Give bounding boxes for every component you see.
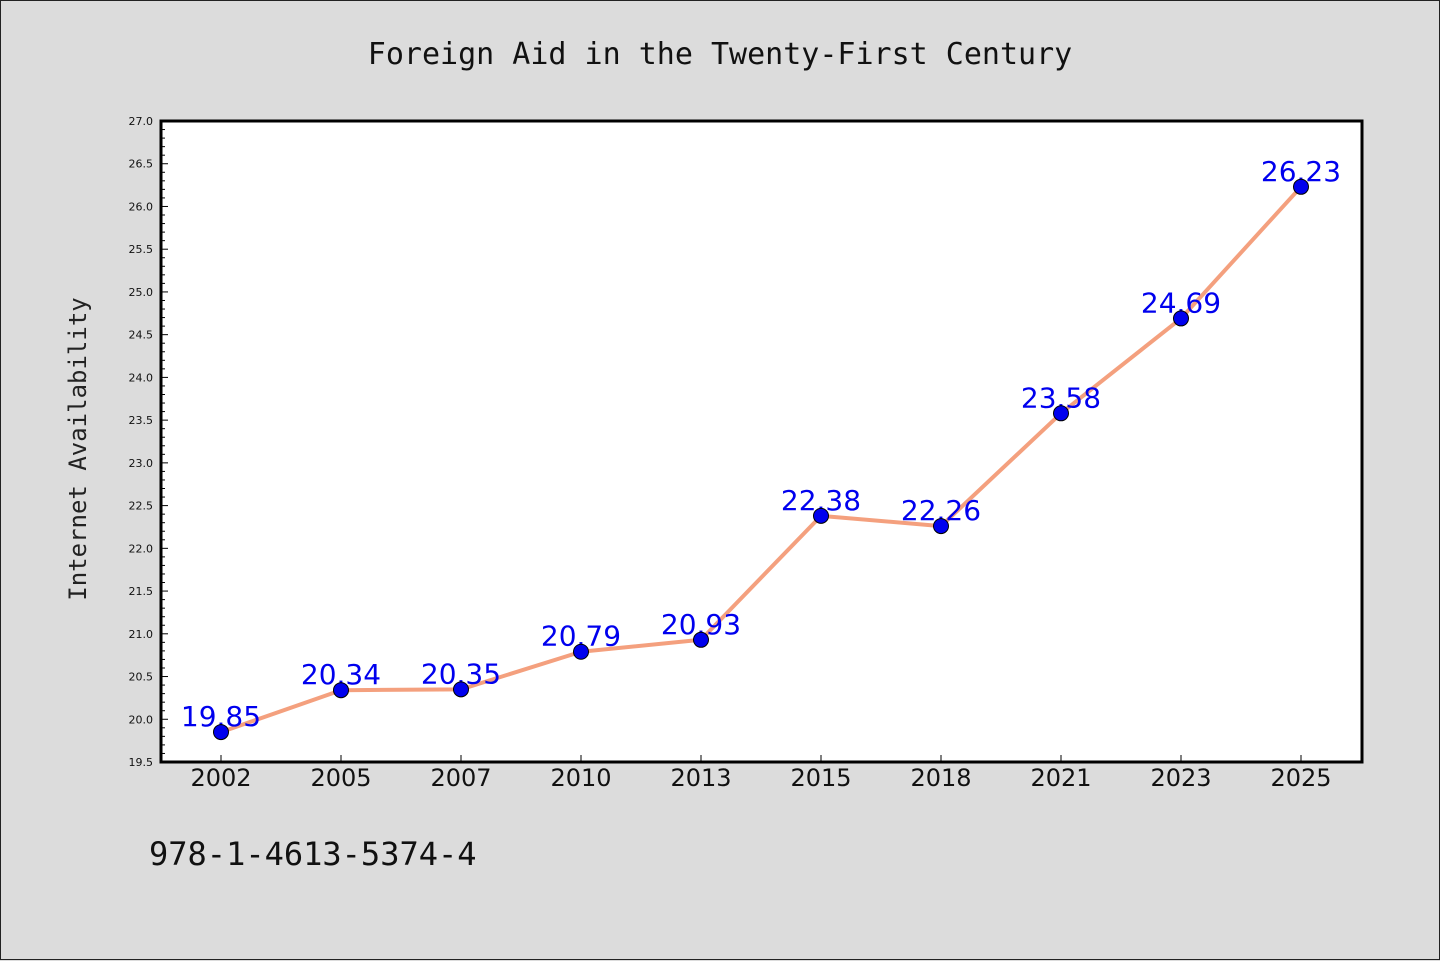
x-tick-label: 2010 [550,764,611,792]
x-tick-label: 2015 [790,764,851,792]
data-point-marker [573,643,589,660]
y-tick-label: 25.0 [129,286,154,299]
x-tick-label: 2005 [310,764,371,792]
x-tick-label: 2013 [670,764,731,792]
y-tick-label: 21.5 [129,585,154,598]
isbn-text: 978-1-4613-5374-4 [149,835,477,873]
data-point-marker [213,724,229,741]
data-point-marker [453,681,469,698]
plot-border [159,119,1364,764]
y-tick-label: 25.5 [129,243,154,256]
y-axis-label: Internet Availability [64,297,92,600]
plot-area [161,121,1362,762]
data-point-marker [1293,178,1309,195]
y-tick-label: 24.0 [129,371,154,384]
y-tick-label: 24.5 [129,329,154,342]
x-tick-label: 2007 [430,764,491,792]
chart-title: Foreign Aid in the Twenty-First Century [368,37,1072,72]
x-tick-label: 2002 [190,764,251,792]
y-tick-label: 22.0 [129,542,154,555]
data-point-marker [1173,310,1189,327]
data-point-marker [1053,405,1069,422]
y-tick-label: 19.5 [129,756,154,769]
series-line [219,184,1303,735]
y-tick-label: 20.0 [129,713,154,726]
data-point-marker [333,682,349,699]
x-tick-label: 2025 [1270,764,1331,792]
y-tick-label: 20.5 [129,671,154,684]
y-tick-label: 22.5 [129,500,154,513]
y-tick-label: 23.5 [129,414,154,427]
y-axis: 19.5 20.0 20.5 21.0 21.5 22.0 22.5 23.0 23.5 24.0… [129,115,168,769]
x-tick-label: 2018 [910,764,971,792]
data-point-marker [693,631,709,648]
y-tick-label: 21.0 [129,628,154,641]
x-tick-label: 2023 [1150,764,1211,792]
data-point-marker [813,507,829,524]
markers-group [213,178,1309,741]
y-tick-label: 26.5 [129,158,154,171]
series-line-group [219,184,1303,735]
data-point-marker [933,518,949,535]
y-tick-label: 26.0 [129,200,154,213]
y-tick-label: 27.0 [129,115,154,128]
y-tick-label: 23.0 [129,457,154,470]
x-tick-label: 2021 [1030,764,1091,792]
